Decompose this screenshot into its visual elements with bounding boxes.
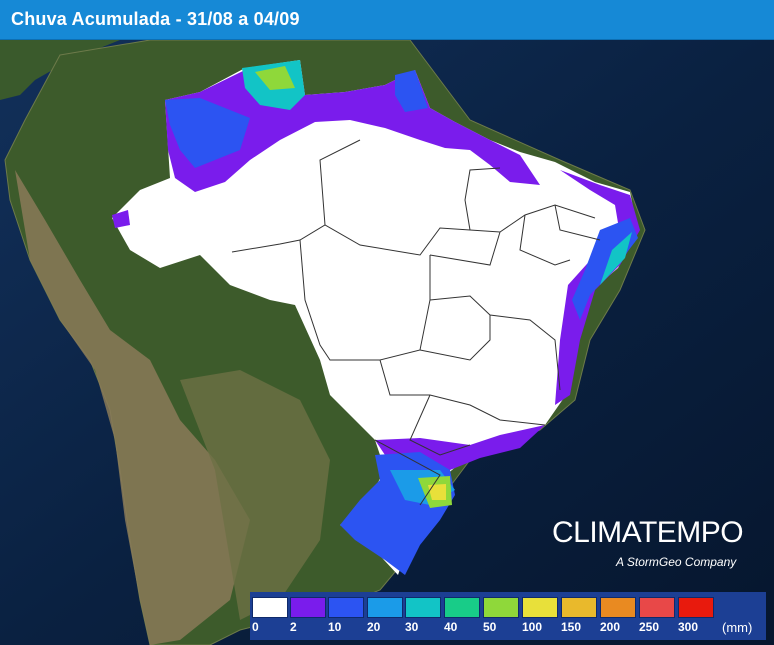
rainfall-map <box>0 40 774 645</box>
legend-swatch-11 <box>678 597 714 618</box>
legend-swatch-3 <box>367 597 403 618</box>
legend-swatch-8 <box>561 597 597 618</box>
rain-50mm-north <box>255 66 295 90</box>
legend-label-30: 30 <box>405 620 419 634</box>
rain-south-yellow <box>428 484 446 500</box>
rain-east-coast <box>555 170 640 405</box>
rain-west-tip <box>112 210 130 228</box>
title-bar: Chuva Acumulada - 31/08 a 04/09 <box>0 0 774 40</box>
chaco-region <box>180 370 330 620</box>
legend-label-40: 40 <box>444 620 458 634</box>
legend-label-150: 150 <box>561 620 582 634</box>
brand-tagline: A StormGeo Company <box>616 555 737 569</box>
legend-label-10: 10 <box>328 620 342 634</box>
legend-swatch-5 <box>444 597 480 618</box>
climatempo-logo: CLIMATEMPO A StormGeo Company <box>552 516 767 570</box>
legend-swatch-2 <box>328 597 364 618</box>
legend-label-200: 200 <box>600 620 621 634</box>
andes-region <box>15 170 250 645</box>
rainfall-legend: 0 2 10 20 30 40 50 100 150 200 250 300 (… <box>250 592 766 640</box>
map-title: Chuva Acumulada - 31/08 a 04/09 <box>11 9 300 29</box>
legend-label-20: 20 <box>367 620 381 634</box>
rain-10mm-north <box>165 98 250 168</box>
legend-swatch-6 <box>483 597 519 618</box>
rain-10mm-amapa <box>395 70 428 112</box>
legend-label-300: 300 <box>678 620 699 634</box>
legend-label-0: 0 <box>252 620 259 634</box>
legend-label-100: 100 <box>522 620 543 634</box>
rain-east-coast-cyan <box>600 232 632 285</box>
legend-swatch-7 <box>522 597 558 618</box>
legend-swatch-1 <box>290 597 326 618</box>
legend-label-2: 2 <box>290 620 297 634</box>
legend-label-250: 250 <box>639 620 660 634</box>
legend-unit: (mm) <box>722 620 753 635</box>
legend-label-50: 50 <box>483 620 497 634</box>
brazil-dry-area <box>112 60 638 575</box>
legend-swatch-0 <box>252 597 288 618</box>
caribbean-land <box>0 40 120 100</box>
legend-swatch-9 <box>600 597 636 618</box>
state-borders <box>231 139 601 506</box>
legend-swatch-4 <box>405 597 441 618</box>
brand-name: CLIMATEMPO <box>552 516 744 549</box>
legend-swatch-10 <box>639 597 675 618</box>
